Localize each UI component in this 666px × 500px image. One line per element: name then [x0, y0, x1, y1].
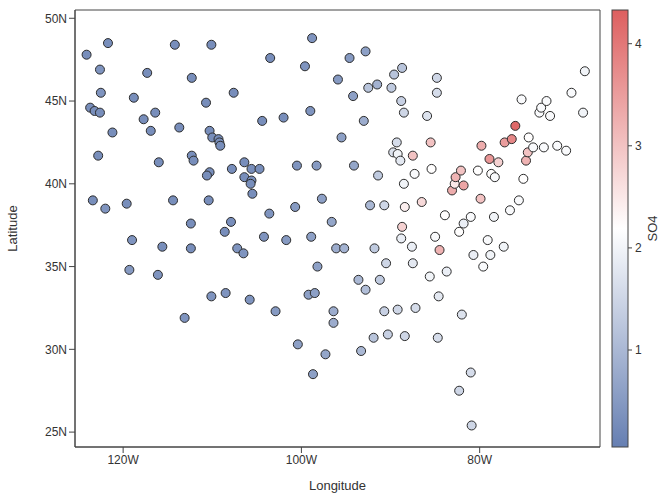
- svg-text:1: 1: [635, 343, 642, 357]
- svg-text:80W: 80W: [467, 453, 492, 467]
- svg-text:35N: 35N: [45, 260, 67, 274]
- svg-text:25N: 25N: [45, 425, 67, 439]
- svg-text:30N: 30N: [45, 343, 67, 357]
- svg-text:45N: 45N: [45, 94, 67, 108]
- svg-text:100W: 100W: [286, 453, 318, 467]
- svg-text:Latitude: Latitude: [8, 205, 20, 251]
- svg-text:4: 4: [635, 37, 642, 51]
- svg-text:2: 2: [635, 241, 642, 255]
- svg-text:Longitude: Longitude: [309, 478, 366, 493]
- svg-text:120W: 120W: [107, 453, 139, 467]
- svg-text:40N: 40N: [45, 177, 67, 191]
- svg-text:50N: 50N: [45, 12, 67, 26]
- svg-text:3: 3: [635, 139, 642, 153]
- svg-text:SO4: SO4: [645, 215, 658, 241]
